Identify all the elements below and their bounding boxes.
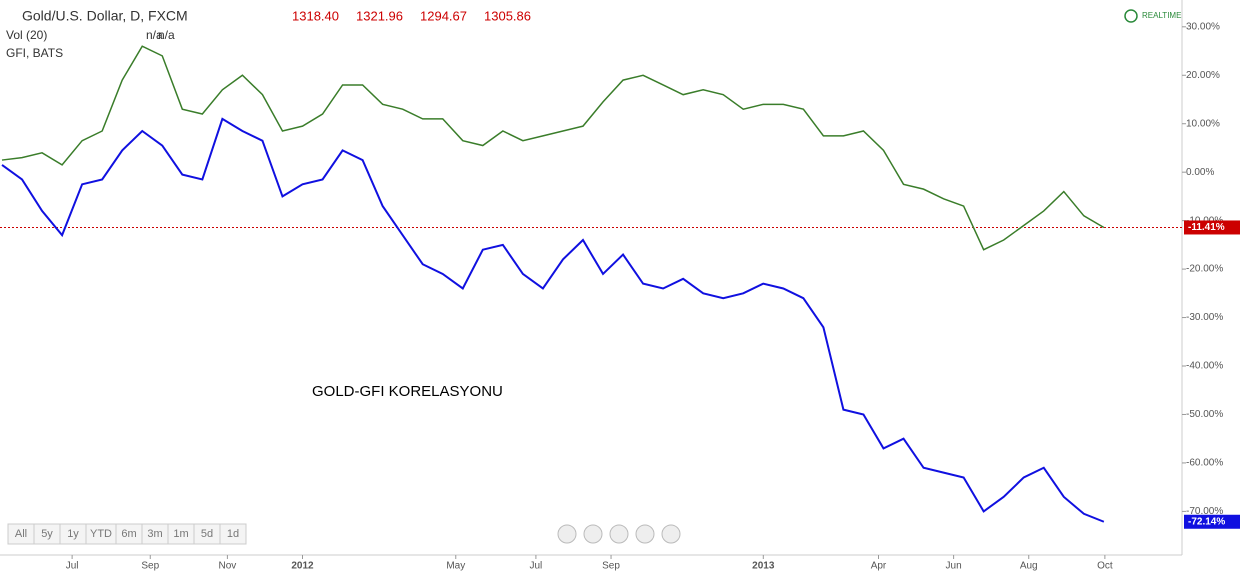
x-tick-label: Jun xyxy=(946,561,962,572)
x-tick-label: Jul xyxy=(66,561,79,572)
x-tick-label: Nov xyxy=(218,561,236,572)
series-line xyxy=(1,45,1105,251)
plot-area xyxy=(0,45,1182,523)
y-tick-label: -50.00% xyxy=(1186,409,1223,420)
range-label[interactable]: 5d xyxy=(201,528,213,540)
range-label[interactable]: 1d xyxy=(227,528,239,540)
last-value-tag xyxy=(1184,220,1240,235)
x-tick-label: 2012 xyxy=(291,561,314,572)
x-tick-label: 2013 xyxy=(752,561,775,572)
last-value-label: -11.41% xyxy=(1188,222,1225,233)
y-tick-label: -70.00% xyxy=(1186,506,1223,517)
last-value-label: -72.14% xyxy=(1188,516,1225,527)
range-label[interactable]: YTD xyxy=(90,528,112,540)
realtime: REALTIME xyxy=(1142,11,1181,20)
range-label[interactable]: 1m xyxy=(173,528,188,540)
volume-value: n/a xyxy=(146,28,163,42)
ohlc: 1294.67 xyxy=(420,8,467,23)
range-buttons: All 5y 1y YTD 6m 3m 1m 5d 1d xyxy=(7,523,247,545)
x-tick-label: May xyxy=(446,561,465,572)
annotation: GOLD-GFI KORELASYONU xyxy=(312,383,503,400)
ohlc: 1318.40 xyxy=(292,8,339,23)
x-tick-label: Sep xyxy=(141,561,159,572)
y-tick-label: -60.00% xyxy=(1186,458,1223,469)
ohlc: 1305.86 xyxy=(484,8,531,23)
last-value-tag xyxy=(1184,514,1240,529)
nav-left[interactable] xyxy=(557,524,577,544)
y-tick-label: 20.00% xyxy=(1186,70,1220,81)
y-tick-label: -20.00% xyxy=(1186,264,1223,275)
x-tick-label: Aug xyxy=(1020,561,1038,572)
symbol: Gold/U.S. Dollar, D, FXCM xyxy=(22,8,188,24)
volume: Vol (20) xyxy=(6,28,47,42)
x-tick-label: Sep xyxy=(602,561,620,572)
x-tick-label: Apr xyxy=(871,561,887,572)
nav-buttons xyxy=(557,524,681,544)
range-button[interactable] xyxy=(219,523,247,545)
range-label[interactable]: 1y xyxy=(67,528,79,540)
nav-right[interactable] xyxy=(661,524,681,544)
realtime-icon xyxy=(1124,9,1138,23)
x-tick-label: Jul xyxy=(530,561,543,572)
y-tick-label: 30.00% xyxy=(1186,21,1220,32)
range-label[interactable]: 5y xyxy=(41,528,53,540)
x-tick-label: Oct xyxy=(1097,561,1113,572)
compare: GFI, BATS xyxy=(6,46,63,60)
volume-value: n/a xyxy=(158,28,175,42)
y-tick-label: -40.00% xyxy=(1186,361,1223,372)
y-tick-label: -30.00% xyxy=(1186,312,1223,323)
zoom-out[interactable] xyxy=(583,524,603,544)
reset[interactable] xyxy=(609,524,629,544)
series-line xyxy=(1,117,1105,523)
zoom-in[interactable] xyxy=(635,524,655,544)
y-tick-label: 0.00% xyxy=(1186,167,1214,178)
ohlc: 1321.96 xyxy=(356,8,403,23)
range-label[interactable]: 6m xyxy=(121,528,136,540)
range-label[interactable]: All xyxy=(15,528,27,540)
y-tick-label: 10.00% xyxy=(1186,118,1220,129)
range-label[interactable]: 3m xyxy=(147,528,162,540)
